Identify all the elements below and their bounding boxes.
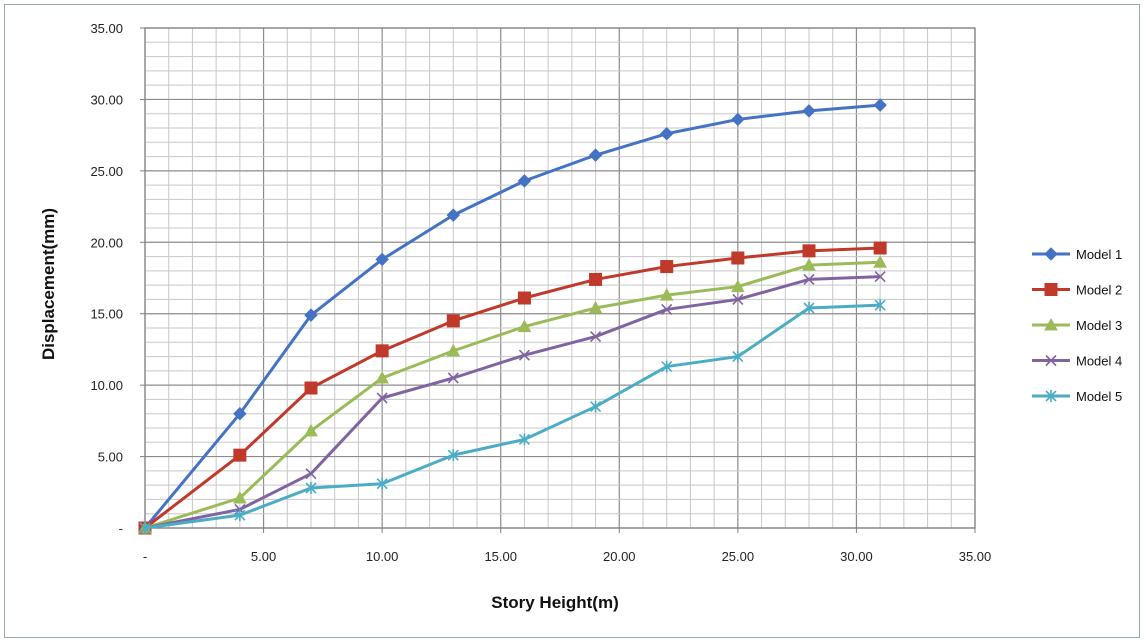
data-point: [517, 319, 532, 333]
data-point: [305, 468, 317, 480]
data-point: [590, 331, 602, 343]
data-point: [802, 104, 816, 118]
data-point: [803, 273, 815, 285]
x-tick-label: 5.00: [251, 549, 276, 564]
data-point: [375, 252, 389, 267]
data-point: [873, 241, 887, 255]
x-tick-label: 30.00: [840, 549, 873, 564]
data-point: [874, 299, 886, 312]
y-tick-label: 20.00: [90, 235, 123, 250]
x-tick-label: 10.00: [366, 549, 399, 564]
data-point: [375, 370, 389, 384]
series-4: [139, 271, 886, 534]
legend-item: Model 5: [1032, 389, 1122, 404]
data-point: [518, 433, 530, 446]
data-point: [661, 360, 673, 373]
legend-item: Model 1: [1032, 247, 1122, 262]
y-axis-ticks: - 5.00 10.00 15.00 20.00 25.00 30.00 35.00: [90, 21, 145, 536]
legend-marker: [1045, 354, 1057, 367]
data-point: [732, 350, 744, 363]
data-point: [803, 302, 815, 314]
legend-marker: [1044, 317, 1058, 331]
legend-item: Model 3: [1032, 317, 1122, 333]
legend-label: Model 3: [1076, 318, 1122, 333]
data-point: [305, 482, 317, 494]
legend-label: Model 2: [1076, 283, 1122, 298]
legend-item: Model 4: [1032, 354, 1122, 369]
series-5: [139, 299, 886, 534]
legend-marker: [1044, 247, 1058, 261]
plot-area-border: [144, 27, 976, 529]
y-tick-label: 30.00: [90, 92, 123, 107]
x-axis-title: Story Height(m): [491, 593, 619, 612]
data-point: [517, 291, 531, 305]
y-tick-label: 5.00: [98, 450, 123, 465]
data-point: [304, 308, 318, 322]
series-2: [138, 241, 887, 535]
data-point: [660, 260, 674, 274]
data-point: [139, 522, 151, 534]
data-point: [376, 392, 388, 404]
data-point: [588, 148, 603, 162]
data-point: [731, 112, 745, 127]
legend-label: Model 4: [1076, 354, 1122, 369]
legend-marker: [1045, 390, 1057, 402]
data-point: [375, 344, 389, 358]
data-point: [233, 448, 247, 462]
data-point: [873, 255, 887, 268]
data-point: [802, 258, 816, 271]
axes: [144, 27, 976, 529]
series-group: [138, 98, 887, 535]
y-tick-label: 15.00: [90, 307, 123, 322]
y-tick-label: 35.00: [90, 21, 123, 36]
data-point: [447, 372, 459, 384]
data-point: [873, 98, 887, 112]
data-point: [590, 400, 602, 413]
data-point: [376, 477, 388, 490]
x-tick-label: -: [143, 549, 147, 564]
x-tick-label: 35.00: [959, 549, 992, 564]
series-line: [143, 103, 881, 529]
series-3: [138, 255, 887, 534]
data-point: [446, 314, 460, 328]
data-point: [447, 449, 459, 462]
legend-label: Model 5: [1076, 389, 1122, 404]
data-point: [304, 423, 318, 437]
series-1: [138, 98, 887, 535]
data-point: [233, 490, 247, 504]
data-point: [234, 509, 246, 522]
data-point: [233, 407, 247, 421]
y-tick-label: 10.00: [90, 378, 123, 393]
data-point: [661, 303, 673, 315]
legend-marker: [1044, 283, 1058, 296]
x-tick-label: 25.00: [722, 549, 755, 564]
data-point: [589, 272, 603, 286]
data-point: [518, 349, 530, 361]
legend-label: Model 1: [1076, 247, 1122, 262]
data-point: [731, 279, 745, 293]
x-tick-label: 15.00: [484, 549, 517, 564]
data-point: [802, 244, 816, 258]
y-tick-label: -: [119, 521, 123, 536]
data-point: [732, 293, 744, 305]
data-point: [446, 343, 461, 357]
data-point: [517, 174, 532, 188]
data-point: [731, 251, 745, 265]
series-line: [144, 303, 881, 530]
x-axis-ticks: - 5.00 10.00 15.00 20.00 25.00 30.00 35.00: [143, 528, 991, 564]
data-point: [660, 127, 674, 141]
y-tick-label: 25.00: [90, 164, 123, 179]
y-axis-title: Displacement(mm): [39, 208, 58, 360]
x-tick-label: 20.00: [603, 549, 636, 564]
data-point: [446, 208, 460, 222]
data-point: [304, 381, 318, 395]
legend-item: Model 2: [1032, 283, 1122, 298]
data-point: [588, 300, 603, 314]
data-point: [659, 288, 674, 301]
data-point: [874, 271, 886, 283]
legend: Model 1 Model 2 Model 3 Model 4 Model 5: [1032, 247, 1122, 404]
